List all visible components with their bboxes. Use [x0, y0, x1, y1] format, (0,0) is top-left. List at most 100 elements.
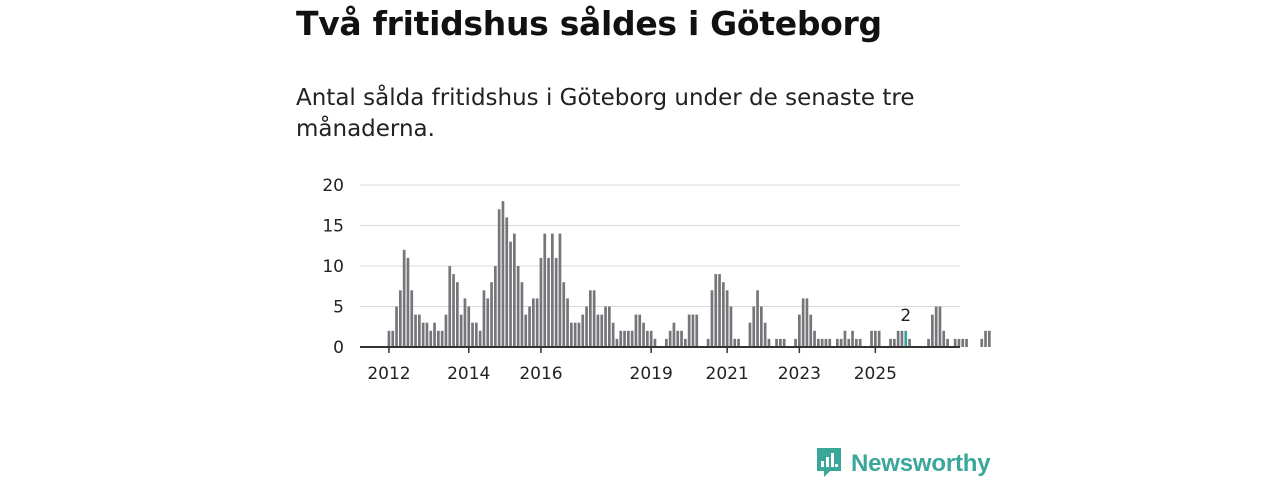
- bar: [467, 306, 471, 347]
- bar: [900, 330, 904, 347]
- bar: [418, 314, 421, 347]
- bar: [942, 330, 946, 347]
- bar: [429, 330, 433, 347]
- bar: [543, 233, 547, 347]
- bar: [513, 233, 516, 347]
- bar: [547, 257, 550, 347]
- bar: [471, 322, 474, 347]
- bar: [623, 330, 626, 347]
- bar: [520, 282, 524, 347]
- bar: [893, 338, 896, 347]
- bar: [737, 338, 740, 347]
- chart-subtitle: Antal sålda fritidshus i Göteborg under …: [296, 85, 915, 142]
- bar: [524, 314, 528, 347]
- bar: [608, 306, 611, 347]
- bar: [794, 338, 797, 347]
- bar: [497, 209, 501, 347]
- bar: [642, 322, 645, 347]
- bar: [562, 282, 566, 347]
- bar: [452, 274, 455, 347]
- bar: [828, 338, 832, 347]
- bar: [402, 249, 406, 347]
- bar: [782, 338, 786, 347]
- bar: [817, 338, 820, 347]
- bar: [570, 322, 573, 347]
- bar: [505, 217, 509, 347]
- bar: [801, 298, 805, 347]
- x-tick-label: 2016: [519, 364, 562, 384]
- bar: [957, 338, 961, 347]
- bar: [748, 322, 752, 347]
- bar: [767, 338, 771, 347]
- y-tick-label: 5: [333, 298, 344, 318]
- bar: [475, 322, 478, 347]
- bar: [509, 241, 512, 347]
- bar-chart: 0 5 10 15 20 2012 2014 2016 2019 2021 2023 2025 2: [322, 176, 991, 384]
- bar: [619, 330, 623, 347]
- bar: [965, 338, 968, 347]
- bar: [486, 298, 490, 347]
- bar: [931, 314, 934, 347]
- bar: [406, 257, 410, 347]
- bar: [718, 274, 721, 347]
- bar: [554, 257, 558, 347]
- bar: [478, 330, 482, 347]
- bar: [668, 330, 672, 347]
- bar: [410, 290, 414, 347]
- bar: [934, 306, 938, 347]
- bar: [539, 257, 543, 347]
- x-tick-label: 2023: [778, 364, 821, 384]
- bar: [733, 338, 737, 347]
- bar: [482, 290, 486, 347]
- x-tick-label: 2014: [447, 364, 490, 384]
- bar: [953, 338, 957, 347]
- bar: [896, 330, 900, 347]
- newsworthy-logo-icon: [815, 446, 843, 483]
- bar: [695, 314, 699, 347]
- bar: [946, 338, 949, 347]
- brand: Newsworthy: [815, 446, 991, 483]
- highlight-bar: [904, 330, 908, 347]
- bar: [988, 330, 991, 347]
- bar: [672, 322, 676, 347]
- bar: [813, 330, 816, 347]
- bar: [722, 282, 725, 347]
- bar: [577, 322, 581, 347]
- highlight-value-label: 2: [900, 306, 911, 326]
- bar: [984, 330, 987, 347]
- bar: [646, 330, 649, 347]
- bar: [980, 338, 984, 347]
- bar: [710, 290, 714, 347]
- bar: [760, 306, 763, 347]
- gridlines: [360, 184, 960, 307]
- bar: [558, 233, 562, 347]
- bar: [425, 322, 429, 347]
- x-tick-label: 2012: [367, 364, 410, 384]
- bar: [961, 338, 965, 347]
- bar: [600, 314, 604, 347]
- x-tick-label: 2025: [854, 364, 897, 384]
- bar: [870, 330, 873, 347]
- data-labels: 2: [900, 306, 911, 326]
- bar: [714, 274, 718, 347]
- y-tick-label: 20: [322, 176, 344, 196]
- bar: [566, 298, 569, 347]
- bar: [414, 314, 417, 347]
- bar: [448, 266, 452, 347]
- bar: [706, 338, 710, 347]
- bar: [615, 338, 619, 347]
- bar: [638, 314, 642, 347]
- bar: [494, 266, 497, 347]
- bar: [775, 338, 778, 347]
- bar: [444, 314, 448, 347]
- bar: [889, 338, 892, 347]
- bar: [528, 306, 531, 347]
- bar: [391, 330, 395, 347]
- bar: [653, 338, 657, 347]
- bar: [858, 338, 862, 347]
- bar: [676, 330, 680, 347]
- bar: [634, 314, 638, 347]
- bar: [433, 322, 436, 347]
- bar: [627, 330, 630, 347]
- y-axis-ticks: 0 5 10 15 20: [322, 176, 344, 358]
